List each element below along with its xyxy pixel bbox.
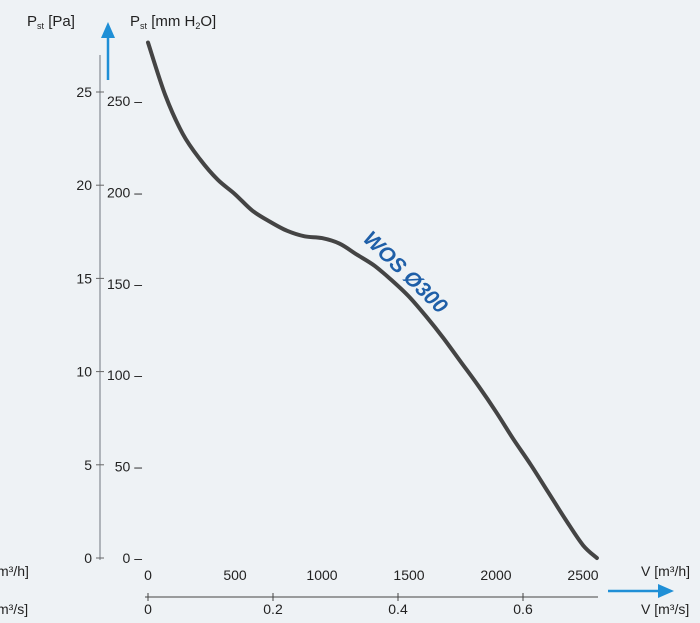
- pa-tick-label: 20: [76, 177, 92, 193]
- axes-layer: [99, 22, 674, 598]
- mmh2o-tick-label: 250 –: [107, 93, 142, 109]
- flow-axis-title: V [m³/h]: [641, 563, 690, 579]
- pa-tick-label: 10: [76, 364, 92, 380]
- secondary-tick-label: 0: [144, 601, 152, 617]
- mmh2o-tick-label: 0 –: [123, 550, 143, 566]
- secondary-tick-label: 0.6: [513, 601, 533, 617]
- mmh2o-tick-label: 100 –: [107, 367, 142, 383]
- flow-tick-label: 1500: [393, 567, 424, 583]
- mmh2o-tick-label: 200 –: [107, 184, 142, 200]
- pa-tick-label: 5: [84, 457, 92, 473]
- flow-axis-title-left: m³/h]: [0, 563, 29, 579]
- series-label-wos-300: WOS Ø300: [359, 227, 452, 318]
- flow-tick-label: 500: [223, 567, 247, 583]
- mmh2o-tick-label: 150 –: [107, 276, 142, 292]
- pa-tick-label: 0: [84, 550, 92, 566]
- mmh2o-axis-title: Pst [mm H2O]: [130, 13, 216, 31]
- pa-tick-label: 25: [76, 84, 92, 100]
- x-axis-arrow-icon: [658, 584, 674, 598]
- secondary-axis-title: V [m³/s]: [641, 601, 689, 617]
- series-line-wos-300: [146, 40, 599, 560]
- flow-tick-label: 2500: [567, 567, 598, 583]
- mmh2o-tick-label: 50 –: [115, 459, 142, 475]
- flow-tick-label: 2000: [480, 567, 511, 583]
- flow-tick-label: 0: [144, 567, 152, 583]
- pa-tick-label: 15: [76, 270, 92, 286]
- y-axis-arrow-icon: [101, 22, 115, 38]
- secondary-tick-label: 0.4: [388, 601, 408, 617]
- flow-tick-label: 1000: [306, 567, 337, 583]
- secondary-tick-label: 0.2: [263, 601, 283, 617]
- labels-layer: Pst [Pa] Pst [mm H2O] V [m³/h] m³/h] V [m³/s…: [0, 13, 690, 617]
- pa-axis-title: Pst [Pa]: [27, 13, 75, 31]
- series-layer: [146, 40, 599, 560]
- secondary-axis-title-left: m³/s]: [0, 601, 28, 617]
